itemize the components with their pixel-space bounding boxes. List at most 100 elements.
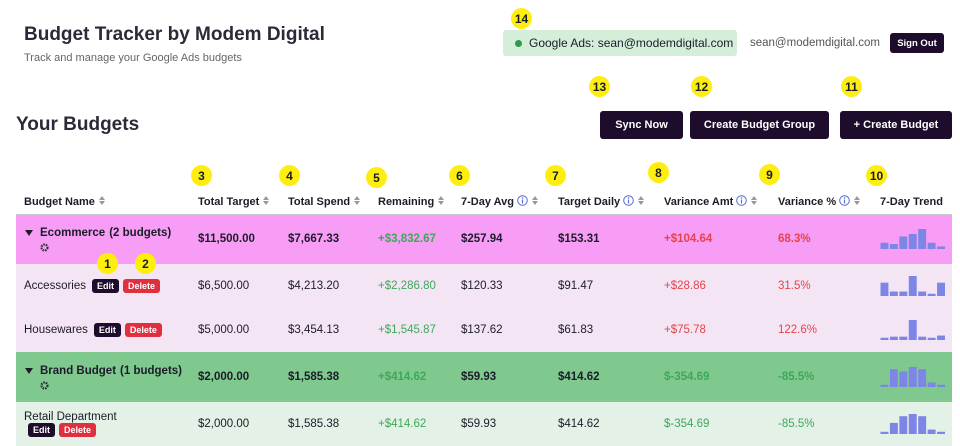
value-cell: +$28.86 [664,280,706,292]
value-cell: +$75.78 [664,324,706,336]
trend-bar [899,336,908,340]
trend-bar [889,422,898,434]
sort-arrows [98,196,105,206]
sort-icon [751,196,758,206]
section-title: Your Budgets [16,114,140,135]
budget-table: Budget Name Total Target Total Spend Remain… [16,190,952,446]
edit-button[interactable]: Edit [28,423,55,437]
marker: 2 [135,253,156,274]
group-row: Brand Budget (1 budgets) $2,000.00 $1,585.3… [16,352,952,402]
trend-bar [899,236,908,250]
trend-bar [899,371,908,387]
sparkline [880,320,945,340]
marker: 1 [97,253,118,274]
value-cell: -85.5% [778,371,815,383]
value-cell: $414.62 [558,418,600,430]
app-subtitle: Track and manage your Google Ads budgets [24,52,242,64]
value-cell: $91.47 [558,280,594,292]
trend-bar [918,291,927,296]
name: Housewares Edit Delete [24,323,190,337]
create-group-button[interactable]: Create Budget Group [690,111,829,139]
group-row: Ecommerce (2 budgets) $11,500.00 $7,667.33 +… [16,214,952,264]
trend-bar [899,416,908,434]
edit-button[interactable]: Edit [93,323,121,337]
marker: 11 [841,76,862,97]
trend-bar [880,337,889,340]
value-cell: $3,454.13 [288,324,340,336]
info-dot [843,197,846,200]
group-name: Brand Budget (1 budgets) [24,365,190,377]
info-icon [839,195,850,207]
column-header[interactable]: Budget Name [16,190,190,215]
trend-bar [918,229,927,250]
value-cell: +$414.62 [378,371,427,383]
value-cell: $6,500.00 [198,280,250,292]
sort-icon [531,196,538,206]
sparkline [880,276,945,296]
column-header[interactable]: Total Target [190,190,280,215]
gear [40,243,49,252]
delete-button[interactable]: Delete [124,323,162,337]
value-cell: 68.3% [778,233,811,246]
settings-icon[interactable] [40,243,49,252]
edit-button[interactable]: Edit [92,279,119,293]
info-icon [623,195,634,207]
collapse-icon[interactable] [24,229,34,237]
value-cell: 31.5% [778,280,811,292]
trend-bar [880,431,889,434]
settings-icon[interactable] [40,380,49,390]
marker: 5 [366,167,387,188]
column-label: Remaining [378,196,435,209]
sync-button[interactable]: Sync Now [600,111,683,139]
group-count: (1 budgets) [120,364,183,377]
trend-bar [937,335,945,340]
value-cell: $-354.69 [664,371,710,383]
user-email: sean@modemdigital.com [750,37,880,49]
gear [40,380,49,390]
info-ring [736,195,748,207]
budget-name: Housewares [24,324,88,336]
budget-name: Retail Department [24,411,117,423]
delete-button[interactable]: Delete [123,279,161,293]
sort-icon [438,196,445,206]
item-row: Retail Department Edit Delete $2,000.00 $1,5… [16,402,952,446]
value-cell: $4,213.20 [288,280,340,292]
value-cell: $-354.69 [664,418,710,430]
sort-arrows [638,196,645,206]
collapse-icon[interactable] [24,367,34,375]
connection-badge: Google Ads: sean@modemdigital.com [503,30,737,56]
info-icon [517,195,528,207]
column-header[interactable]: Remaining [370,190,453,215]
column-header[interactable]: 7-Day Avg [453,190,550,215]
column-header[interactable]: Variance Amt [656,190,770,215]
item-row: Housewares Edit Delete $5,000.00 $3,454.13 +$… [16,308,952,352]
trend-bar [908,276,917,296]
value-cell: $137.62 [461,324,503,336]
app-title: Budget Tracker by Modem Digital [24,24,325,45]
create-budget-button[interactable]: + Create Budget [840,111,952,139]
value-cell: $153.31 [558,233,600,246]
trend-bar [889,244,898,250]
column-header[interactable]: Variance % [770,190,872,215]
info-dot [627,197,630,200]
info-dot [521,197,524,200]
sign-out-button[interactable]: Sign Out [890,33,944,53]
column-label: Budget Name [24,196,95,209]
column-header[interactable]: Target Daily [550,190,656,215]
value-cell: $7,667.33 [288,233,340,246]
value-cell: $2,000.00 [198,418,250,430]
value-cell: $59.93 [461,371,497,383]
actions: Edit Delete [90,323,162,337]
info-ring [623,195,634,207]
value-cell: $414.62 [558,371,600,383]
column-header[interactable]: Total Spend [280,190,370,215]
sort-arrows [263,196,270,206]
value-cell: $120.33 [461,280,503,292]
trend-cell [872,264,952,308]
trend-bar [927,429,936,434]
value-cell: -85.5% [778,418,815,430]
group-name: Ecommerce (2 budgets) [24,227,190,239]
name-cell: Housewares Edit Delete [16,308,190,352]
delete-button[interactable]: Delete [59,423,97,437]
